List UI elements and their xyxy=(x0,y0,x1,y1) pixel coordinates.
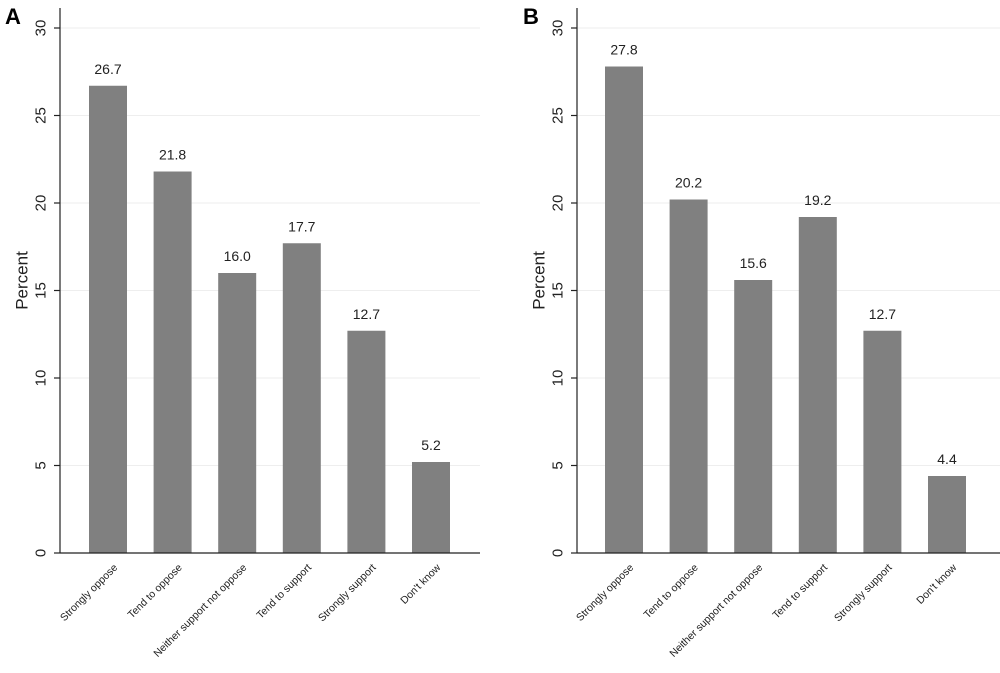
y-tick-label: 10 xyxy=(33,370,50,387)
panel-letter: B xyxy=(523,4,539,29)
data-label: 26.7 xyxy=(94,61,121,77)
y-tick-label: 25 xyxy=(33,107,50,124)
bar xyxy=(282,243,321,553)
bar xyxy=(863,330,902,553)
y-tick-label: 15 xyxy=(33,282,50,299)
data-label: 27.8 xyxy=(610,42,637,58)
y-tick-label: 15 xyxy=(550,282,567,299)
bar xyxy=(89,85,127,553)
bar xyxy=(605,66,643,553)
y-tick-label: 30 xyxy=(33,20,50,37)
bar xyxy=(412,462,450,553)
y-tick-label: 5 xyxy=(33,461,50,469)
x-tick-label: Tend to support xyxy=(254,562,314,622)
panel-letter: A xyxy=(5,4,21,29)
x-tick-label: Strongly oppose xyxy=(574,562,636,624)
y-tick-label: 20 xyxy=(33,195,50,212)
data-label: 21.8 xyxy=(159,147,186,163)
x-tick-label: Tend to oppose xyxy=(642,562,701,621)
y-tick-label: 5 xyxy=(550,461,567,469)
data-label: 20.2 xyxy=(675,175,702,191)
bar xyxy=(218,273,257,553)
data-label: 15.6 xyxy=(740,255,767,271)
y-tick-label: 10 xyxy=(550,370,567,387)
x-tick-label: Tend to support xyxy=(770,562,830,622)
data-label: 12.7 xyxy=(869,306,896,322)
bar xyxy=(669,199,708,553)
y-axis-title: Percent xyxy=(530,251,549,310)
bar xyxy=(347,330,386,553)
x-tick-label: Strongly support xyxy=(832,562,895,625)
data-label: 16.0 xyxy=(224,248,251,264)
data-label: 19.2 xyxy=(804,192,831,208)
x-tick-label: Strongly support xyxy=(316,562,379,625)
y-tick-label: 25 xyxy=(550,107,567,124)
y-tick-label: 0 xyxy=(33,549,50,557)
data-label: 17.7 xyxy=(288,218,315,234)
x-tick-label: Don't know xyxy=(914,561,959,606)
data-label: 5.2 xyxy=(421,437,441,453)
bar xyxy=(798,217,837,553)
x-tick-label: Strongly oppose xyxy=(58,562,120,624)
y-tick-label: 20 xyxy=(550,195,567,212)
x-tick-label: Don't know xyxy=(398,561,443,606)
data-label: 12.7 xyxy=(353,306,380,322)
y-axis-title: Percent xyxy=(13,251,32,310)
x-tick-label: Tend to oppose xyxy=(126,562,185,621)
bar xyxy=(928,476,966,553)
bar xyxy=(153,171,192,553)
y-tick-label: 0 xyxy=(550,549,567,557)
data-label: 4.4 xyxy=(937,451,957,467)
bar xyxy=(734,280,773,553)
y-tick-label: 30 xyxy=(550,20,567,37)
